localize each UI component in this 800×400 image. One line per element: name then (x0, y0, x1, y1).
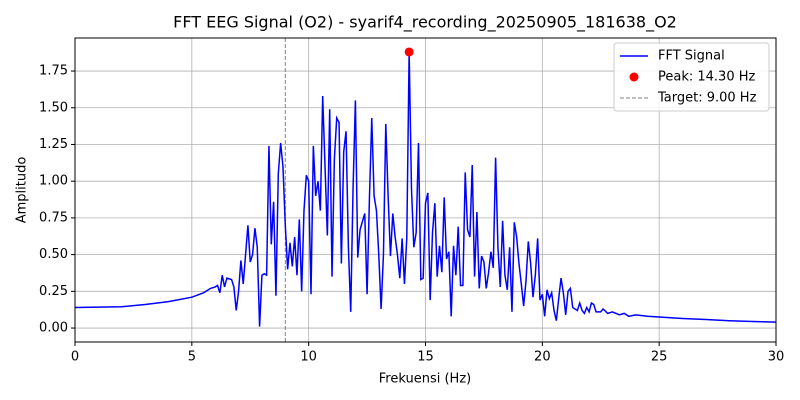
x-tick-label: 10 (300, 350, 317, 365)
y-tick-label: 0.25 (39, 284, 68, 299)
data-line (75, 51, 776, 327)
y-tick-label: 1.75 (39, 64, 68, 79)
plot-area (75, 38, 776, 342)
chart-title: FFT EEG Signal (O2) - syarif4_recording_… (173, 13, 677, 33)
legend-box (613, 42, 770, 112)
y-tick-label: 0.75 (39, 210, 68, 225)
plot-frame (74, 37, 777, 343)
peak-marker (404, 47, 414, 57)
x-tick-label: 15 (417, 350, 434, 365)
x-tick-label: 25 (651, 350, 668, 365)
y-tick-label: 1.50 (39, 100, 68, 115)
x-axis-label: Frekuensi (Hz) (379, 372, 471, 387)
y-axis-label: Amplitudo (15, 157, 30, 224)
y-tick-label: 1.25 (39, 137, 68, 152)
x-tick-label: 0 (71, 350, 79, 365)
legend-label: Target: 9.00 Hz (657, 91, 757, 106)
x-tick-label: 20 (534, 350, 551, 365)
legend-label: FFT Signal (658, 49, 725, 64)
x-tick-label: 30 (768, 350, 785, 365)
legend-swatch (629, 72, 639, 82)
x-tick-label: 5 (188, 350, 196, 365)
y-tick-label: 0.50 (39, 247, 68, 262)
y-tick-label: 0.00 (39, 321, 68, 336)
legend-label: Peak: 14.30 Hz (658, 70, 756, 85)
y-tick-label: 1.00 (39, 174, 68, 189)
